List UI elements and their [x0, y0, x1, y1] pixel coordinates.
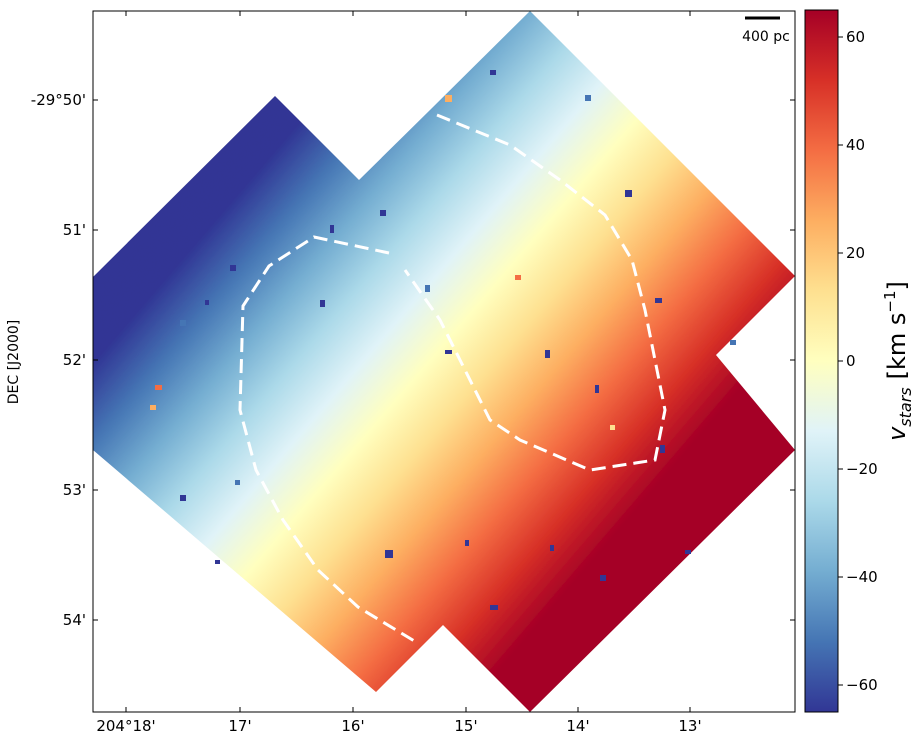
- outlier-pixel: [215, 560, 220, 564]
- outlier-pixel: [490, 605, 498, 610]
- outlier-pixel: [610, 425, 615, 430]
- outlier-pixel: [180, 320, 186, 326]
- colorbar: [804, 9, 839, 713]
- colorbar-tick-label: −40: [846, 568, 878, 586]
- y-tick-label: -29°50': [31, 91, 86, 109]
- outlier-pixel: [585, 95, 591, 101]
- outlier-pixel: [425, 285, 430, 292]
- colorbar-tick-label: 40: [846, 136, 865, 154]
- x-tick-label: 204°18': [96, 717, 155, 735]
- x-tick-label: 17': [228, 717, 251, 735]
- y-tick-label: 52': [63, 351, 86, 369]
- outlier-pixel: [180, 495, 186, 501]
- outlier-pixel: [550, 545, 554, 551]
- colorbar-tick-label: 60: [846, 28, 865, 46]
- y-axis-label: DEC [J2000]: [6, 320, 22, 405]
- outlier-pixel: [625, 190, 632, 197]
- colorbar-label: vstars [km s−1]: [881, 281, 915, 441]
- outlier-pixel: [385, 550, 393, 558]
- outlier-pixel: [730, 340, 736, 345]
- outlier-pixel: [685, 550, 691, 554]
- y-tick-label: 51': [63, 221, 86, 239]
- colorbar-label-symbol: v: [883, 426, 911, 441]
- outlier-pixel: [490, 70, 496, 75]
- plot-frame: [92, 10, 796, 713]
- mosaic-footprint: [93, 11, 795, 712]
- outlier-pixel: [545, 350, 550, 358]
- outlier-pixel: [150, 405, 156, 410]
- colorbar-tick-label: 0: [846, 352, 856, 370]
- outlier-pixel: [445, 95, 452, 102]
- x-tick-label: 16': [341, 717, 364, 735]
- inner-contour: [238, 235, 417, 644]
- colorbar-label-exponent: −1: [881, 290, 899, 312]
- outlier-pixel: [205, 300, 209, 305]
- x-axis: 204°18' 17' 16' 15' 14' 13': [96, 11, 702, 735]
- outlier-pixel: [465, 540, 469, 546]
- colorbar-label-units: [km s: [883, 313, 911, 380]
- colorbar-tick-label: 20: [846, 244, 865, 262]
- outlier-pixel: [600, 575, 606, 581]
- scale-bar-label: 400 pc: [742, 29, 790, 45]
- y-tick-label: 54': [63, 611, 86, 629]
- outlier-pixel: [595, 385, 599, 393]
- pixel-outliers: [150, 70, 736, 610]
- outlier-pixel: [235, 480, 240, 485]
- outlier-pixel: [655, 298, 662, 303]
- outlier-pixel: [155, 385, 162, 390]
- outlier-pixel: [320, 300, 325, 307]
- x-tick-label: 15': [454, 717, 477, 735]
- x-tick-label: 14': [566, 717, 589, 735]
- y-tick-label: 53': [63, 481, 86, 499]
- colorbar-label-subscript: stars: [896, 387, 915, 426]
- outlier-pixel: [330, 225, 334, 233]
- y-axis: -29°50' 51' 52' 53' 54': [31, 91, 795, 629]
- outlier-pixel: [445, 350, 452, 354]
- colorbar-label-close: ]: [883, 281, 911, 290]
- outlier-pixel: [660, 445, 665, 453]
- colorbar-tick-label: −60: [846, 676, 878, 694]
- outlier-pixel: [515, 275, 521, 280]
- outlier-pixel: [380, 210, 386, 216]
- colorbar-tick-label: −20: [846, 460, 878, 478]
- outer-contour: [403, 113, 667, 472]
- colorbar-ticks: 60 40 20 0 −20 −40 −60: [838, 28, 878, 694]
- x-tick-label: 13': [678, 717, 701, 735]
- velocity-map: [93, 11, 795, 712]
- outlier-pixel: [230, 265, 236, 271]
